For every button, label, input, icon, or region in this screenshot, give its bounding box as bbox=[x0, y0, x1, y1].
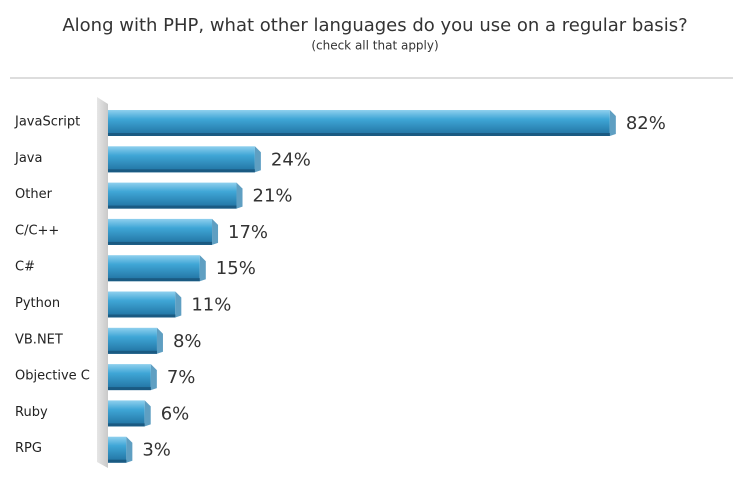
category-label: JavaScript bbox=[14, 115, 80, 130]
bar bbox=[108, 218, 213, 245]
bar bbox=[108, 146, 255, 173]
bar-shadow bbox=[108, 205, 237, 209]
value-label: 3% bbox=[142, 440, 171, 461]
bar-shadow bbox=[108, 350, 157, 354]
value-label: 17% bbox=[228, 222, 268, 243]
bar-backdrop bbox=[97, 97, 108, 468]
category-label: Ruby bbox=[15, 405, 48, 420]
bar bbox=[108, 182, 237, 209]
value-label: 7% bbox=[167, 367, 196, 388]
bar-shadow bbox=[108, 169, 255, 173]
value-label: 6% bbox=[161, 403, 190, 424]
bar-shadow bbox=[108, 278, 200, 282]
bar-end-face bbox=[236, 182, 243, 209]
bar-shadow bbox=[108, 423, 145, 427]
category-label: C# bbox=[15, 260, 35, 275]
bar-end-face bbox=[144, 400, 151, 427]
bar bbox=[108, 291, 176, 318]
bar-shadow bbox=[108, 133, 610, 136]
bar-shadow bbox=[108, 387, 151, 391]
bar-end-face bbox=[126, 436, 133, 463]
value-label: 21% bbox=[253, 186, 293, 207]
bar-shadow bbox=[108, 314, 176, 318]
chart-subtitle: (check all that apply) bbox=[311, 39, 438, 53]
bar bbox=[108, 400, 145, 427]
value-label: 82% bbox=[626, 113, 666, 134]
bar-end-face bbox=[150, 364, 157, 391]
bar-shadow bbox=[108, 459, 127, 463]
bar bbox=[108, 110, 610, 136]
category-label: Java bbox=[14, 151, 42, 166]
value-label: 24% bbox=[271, 149, 311, 170]
bar bbox=[108, 255, 200, 282]
bar bbox=[108, 327, 157, 354]
value-label: 11% bbox=[191, 295, 231, 316]
category-label: Other bbox=[15, 187, 53, 202]
category-label: Objective C bbox=[15, 369, 90, 384]
bar-shadow bbox=[108, 241, 213, 245]
bar bbox=[108, 436, 127, 463]
bar-end-face bbox=[199, 255, 206, 282]
bar-end-face bbox=[156, 327, 163, 354]
bar-end-face bbox=[175, 291, 182, 318]
bar-end-face bbox=[254, 146, 261, 173]
category-label: VB.NET bbox=[15, 332, 63, 347]
value-label: 8% bbox=[173, 331, 202, 352]
bar bbox=[108, 364, 151, 391]
category-label: RPG bbox=[15, 441, 42, 456]
category-label: Python bbox=[15, 296, 60, 311]
value-label: 15% bbox=[216, 258, 256, 279]
bar-end-face bbox=[212, 218, 219, 245]
category-label: C/C++ bbox=[15, 223, 59, 238]
chart-title: Along with PHP, what other languages do … bbox=[62, 15, 687, 36]
bar-end-face bbox=[609, 110, 616, 136]
